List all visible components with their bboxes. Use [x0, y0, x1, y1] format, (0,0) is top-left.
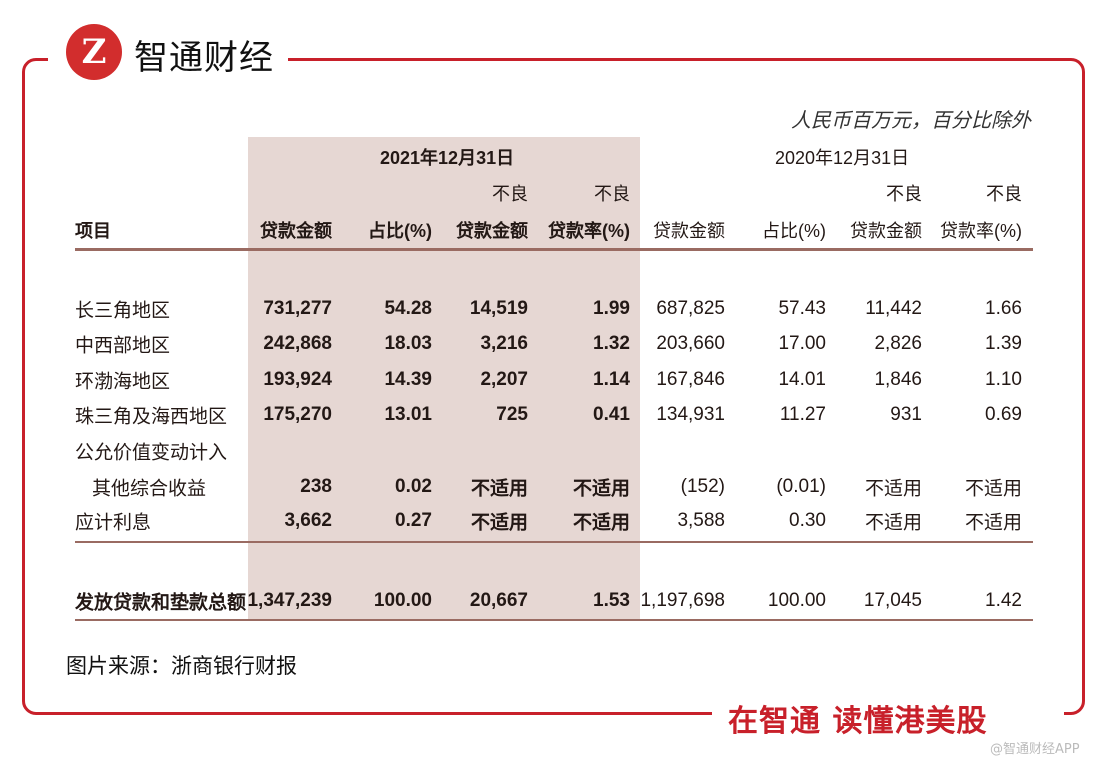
table-cell: 242,868	[263, 333, 332, 354]
table-cell: 238	[300, 476, 332, 497]
header-npl_amount: 贷款金额	[850, 221, 922, 241]
table-cell: 1.66	[985, 298, 1022, 319]
row-label: 应计利息	[75, 512, 152, 534]
subtotal-divider	[75, 541, 1033, 543]
row-label: 长三角地区	[75, 300, 171, 322]
table-cell: 不适用	[470, 512, 528, 534]
table-cell: 14.39	[384, 369, 432, 390]
frame-gap	[712, 705, 1064, 725]
watermark: @智通财经APP	[990, 742, 1080, 757]
table-cell: 不适用	[964, 478, 1022, 500]
table-cell: 167,846	[656, 369, 725, 390]
table-cell: 18.03	[384, 333, 432, 354]
table-cell: 14.01	[778, 369, 826, 390]
brand-name: 智通财经	[134, 38, 274, 78]
bottom-divider	[75, 619, 1033, 621]
total-cell: 100.00	[373, 590, 432, 611]
header-nplr-2021: 不良	[594, 184, 630, 204]
table-cell: 1.14	[593, 369, 630, 390]
table-cell: 1.10	[985, 369, 1022, 390]
total-cell: 20,667	[469, 590, 528, 611]
table-cell: 931	[890, 404, 922, 425]
row-label: 环渤海地区	[75, 371, 171, 393]
table-cell: 1.99	[593, 298, 630, 319]
table-cell: 2,207	[480, 369, 528, 390]
row-label: 珠三角及海西地区	[75, 406, 228, 428]
table-cell: 3,662	[284, 510, 332, 531]
total-label: 发放贷款和垫款总额	[75, 592, 247, 614]
table-cell: 731,277	[263, 298, 332, 319]
header-loan_amount: 贷款金额	[260, 221, 332, 241]
total-cell: 1,347,239	[247, 590, 332, 611]
table-cell: 11,442	[865, 298, 922, 319]
table-cell: 687,825	[656, 298, 725, 319]
table-cell: 13.01	[384, 404, 432, 425]
period-2020: 2020年12月31日	[775, 148, 910, 168]
table-cell: 725	[496, 404, 528, 425]
row-label: 其他综合收益	[92, 478, 207, 500]
header-npl_ratio: 贷款率(%)	[548, 221, 630, 241]
table-cell: (152)	[680, 476, 725, 497]
table-cell: 不适用	[572, 478, 630, 500]
table-cell: 54.28	[384, 298, 432, 319]
total-cell: 100.00	[767, 590, 826, 611]
total-cell: 1.53	[593, 590, 630, 611]
table-cell: 不适用	[470, 478, 528, 500]
highlight-2021-columns	[248, 137, 640, 621]
total-cell: 1,197,698	[640, 590, 725, 611]
header-npl-2021: 不良	[492, 184, 528, 204]
header-npl_ratio: 贷款率(%)	[940, 221, 1022, 241]
table-cell: 不适用	[864, 478, 922, 500]
header-item: 项目	[75, 221, 111, 241]
header-npl-2020: 不良	[886, 184, 922, 204]
table-cell: 11.27	[779, 404, 826, 425]
header-loan_amount: 贷款金额	[653, 221, 725, 241]
row-label: 中西部地区	[75, 335, 171, 357]
table-cell: 1.32	[593, 333, 630, 354]
table-cell: 2,826	[874, 333, 922, 354]
table-cell: 1.39	[985, 333, 1022, 354]
slogan: 在智通 读懂港美股	[728, 704, 988, 739]
total-cell: 17,045	[863, 590, 922, 611]
table-cell: 203,660	[656, 333, 725, 354]
table-cell: (0.01)	[776, 476, 826, 497]
header-nplr-2020: 不良	[986, 184, 1022, 204]
brand-logo-icon: Z	[66, 24, 122, 80]
table-cell: 193,924	[263, 369, 332, 390]
table-cell: 3,216	[480, 333, 528, 354]
red-frame	[22, 58, 1085, 715]
table-cell: 134,931	[656, 404, 725, 425]
table-cell: 0.27	[395, 510, 432, 531]
table-cell: 175,270	[263, 404, 332, 425]
total-cell: 1.42	[985, 590, 1022, 611]
header-npl_amount: 贷款金额	[456, 221, 528, 241]
table-cell: 不适用	[572, 512, 630, 534]
unit-note: 人民币百万元，百分比除外	[791, 108, 1031, 132]
source-note: 图片来源：浙商银行财报	[66, 654, 297, 678]
period-2021: 2021年12月31日	[380, 148, 515, 168]
table-cell: 不适用	[964, 512, 1022, 534]
table-cell: 0.69	[985, 404, 1022, 425]
table-cell: 1,846	[874, 369, 922, 390]
table-cell: 14,519	[469, 298, 528, 319]
table-cell: 0.02	[395, 476, 432, 497]
header-share: 占比(%)	[762, 221, 826, 241]
table-cell: 不适用	[864, 512, 922, 534]
table-cell: 0.41	[593, 404, 630, 425]
row-label: 公允价值变动计入	[75, 442, 228, 464]
table-cell: 3,588	[677, 510, 725, 531]
header-share: 占比(%)	[368, 221, 432, 241]
table-cell: 17.00	[778, 333, 826, 354]
table-cell: 0.30	[789, 510, 826, 531]
header-divider	[75, 248, 1033, 251]
table-cell: 57.43	[778, 298, 826, 319]
